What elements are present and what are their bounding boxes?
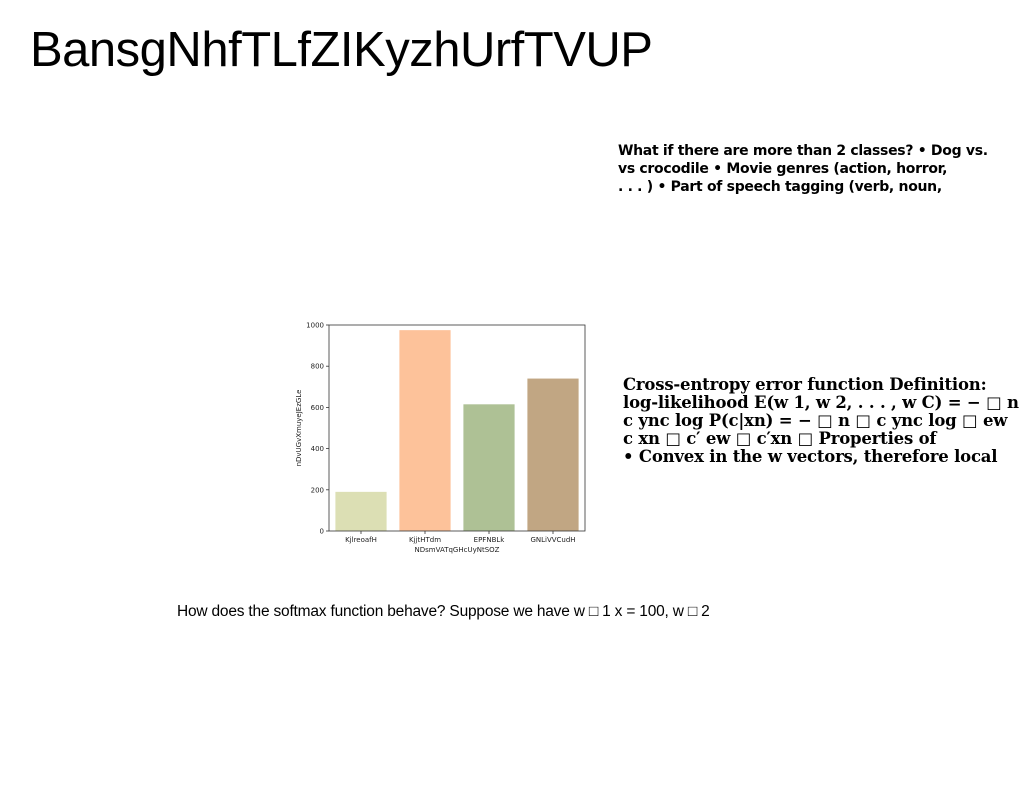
text-line: . . . ) • Part of speech tagging (verb, … <box>618 179 942 195</box>
x-tick-label: KjjtHTdm <box>409 536 441 544</box>
text-line: c xn □ c′ ew □ c′xn □ Properties of <box>623 430 937 448</box>
text-line: c ync log P(c|xn) = − □ n □ c ync log □ … <box>623 412 1008 430</box>
slide-title: BansgNhfTLfZIKyzhUrfTVUP <box>30 23 653 77</box>
y-tick-label: 200 <box>311 486 324 494</box>
plot-frame <box>328 324 586 532</box>
softmax-caption: How does the softmax function behave? Su… <box>177 603 710 620</box>
y-tick-label: 1000 <box>306 322 324 330</box>
bar <box>399 330 451 531</box>
bar-chart-svg: 0 200 400 600 800 1000 KjlreoafH KjjtHTdm EPFNB… <box>295 322 586 554</box>
cross-entropy-text-block: Cross-entropy error function Definition:… <box>623 376 1024 466</box>
x-axis: KjlreoafH KjjtHTdm EPFNBLk GNLiVVCudH <box>345 531 576 544</box>
y-tick-label: 400 <box>311 445 324 453</box>
y-tick-label: 800 <box>311 363 324 371</box>
y-tick-label: 600 <box>311 404 324 412</box>
y-axis-label: nDvUGvXmuyeJEzGLe <box>295 390 303 467</box>
x-tick-label: GNLiVVCudH <box>530 536 575 544</box>
x-tick-label: EPFNBLk <box>474 536 506 544</box>
text-line: vs crocodile • Movie genres (action, hor… <box>618 161 948 177</box>
bar <box>527 378 579 531</box>
text-line: log-likelihood E(w 1, w 2, . . . , w C) … <box>623 394 1019 412</box>
bar <box>335 491 387 531</box>
text-line: What if there are more than 2 classes? •… <box>618 143 988 159</box>
bar <box>463 404 515 531</box>
y-axis: 0 200 400 600 800 1000 <box>306 322 329 536</box>
bar-chart: 0 200 400 600 800 1000 KjlreoafH KjjtHTdm EPFNB… <box>290 318 600 560</box>
x-tick-label: KjlreoafH <box>345 536 377 544</box>
text-line: • Convex in the w vectors, therefore loc… <box>623 448 998 466</box>
y-tick-label: 0 <box>320 528 324 536</box>
x-axis-label: NDsmVATqGHcUyNtSOZ <box>415 546 500 554</box>
text-line: Cross-entropy error function Definition: <box>623 376 987 394</box>
bars-layer <box>335 330 579 531</box>
multiclass-text-block: What if there are more than 2 classes? •… <box>618 142 1018 196</box>
